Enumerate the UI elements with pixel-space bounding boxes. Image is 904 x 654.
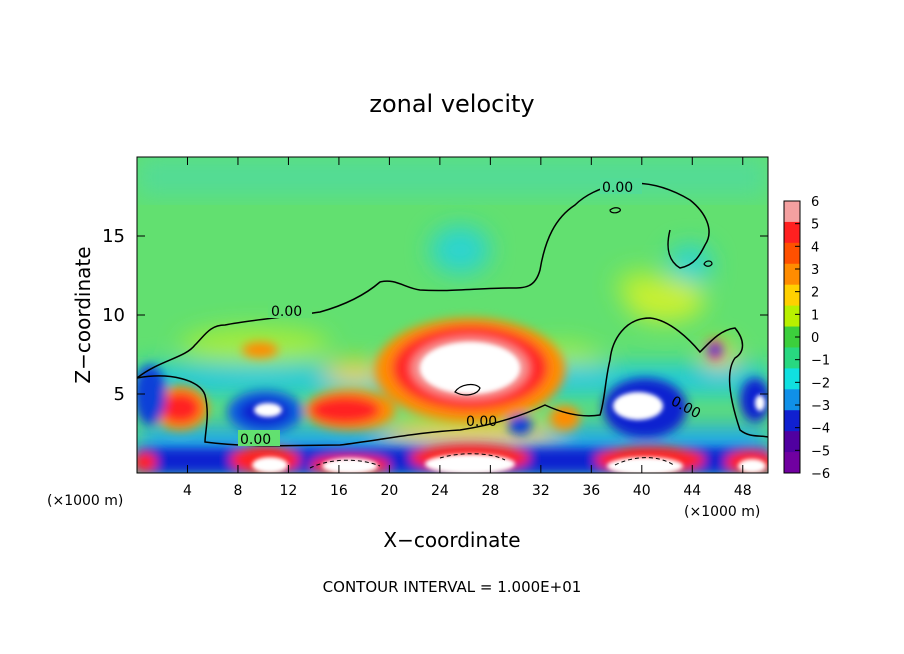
colorbar-swatch: [784, 452, 800, 474]
colorbar-tick-label: −3: [811, 399, 830, 414]
contour-label: 0.00: [240, 432, 271, 448]
zero-contour: [137, 182, 710, 379]
y-tick-label: 10: [102, 305, 125, 326]
colorbar-swatch: [784, 284, 800, 307]
y-axis: 5 10 15: [102, 226, 768, 405]
x-axis-title: X−coordinate: [383, 528, 520, 552]
y-tick-label: 5: [114, 384, 125, 405]
colorbar: 6 5 4 3 2 1 0 −1 −2 −3 −4 −5 −6: [783, 195, 830, 482]
x-tick-label: 8: [233, 483, 242, 499]
x-tick-label: 20: [380, 483, 398, 499]
x-tick-label: 44: [683, 483, 701, 499]
colorbar-swatch: [784, 242, 800, 265]
x-tick-label: 32: [532, 483, 550, 499]
x-tick-label: 48: [734, 483, 752, 499]
colorbar-tick-label: −6: [811, 467, 830, 482]
velocity-field: 0.00 0.00 0.00 0.00 0.00: [137, 157, 768, 473]
contour-label: 0.00: [466, 414, 497, 430]
colorbar-tick-label: −5: [811, 444, 830, 459]
colorbar-tick-label: 5: [811, 218, 819, 233]
colorbar-swatch: [784, 347, 800, 369]
colorbar-swatch: [784, 201, 800, 223]
x-tick-label: 16: [330, 483, 348, 499]
colorbar-swatch: [784, 305, 800, 328]
x-tick-label: 12: [280, 483, 298, 499]
colorbar-tick-label: 2: [811, 286, 819, 301]
colorbar-tick-label: 4: [811, 240, 819, 255]
colorbar-tick-label: −4: [811, 422, 830, 437]
x-unit-right: (×1000 m): [684, 504, 760, 520]
x-tick-label: 40: [633, 483, 651, 499]
zero-contour: [137, 317, 768, 447]
contour-label: 0.00: [602, 180, 633, 196]
x-axis: 4 8 12 16 20 24 28 32 36 40 44 48: [183, 157, 752, 499]
x-tick-label: 28: [481, 483, 499, 499]
colorbar-swatch: [784, 221, 800, 244]
footer-text: CONTOUR INTERVAL = 1.000E+01: [323, 578, 582, 596]
colorbar-tick-label: 6: [811, 195, 819, 210]
colorbar-swatch: [784, 326, 800, 348]
colorbar-tick-label: −1: [811, 354, 830, 369]
colorbar-tick-label: 1: [811, 308, 819, 323]
colorbar-swatch: [784, 368, 800, 390]
contour-label: 0.00: [271, 304, 302, 320]
colorbar-swatch: [784, 410, 800, 432]
y-axis-title: Z−coordinate: [71, 246, 95, 383]
chart-title: zonal velocity: [369, 90, 534, 118]
colorbar-swatch: [784, 263, 800, 286]
colorbar-swatch: [784, 431, 800, 453]
colorbar-tick-label: 0: [811, 331, 819, 346]
x-tick-label: 36: [582, 483, 600, 499]
colorbar-tick-label: −2: [811, 376, 830, 391]
colorbar-swatch: [784, 389, 800, 411]
x-tick-label: 24: [431, 483, 449, 499]
colorbar-tick-label: 3: [811, 263, 819, 278]
x-unit-left: (×1000 m): [47, 493, 123, 509]
y-tick-label: 15: [102, 226, 125, 247]
x-tick-label: 4: [183, 483, 192, 499]
